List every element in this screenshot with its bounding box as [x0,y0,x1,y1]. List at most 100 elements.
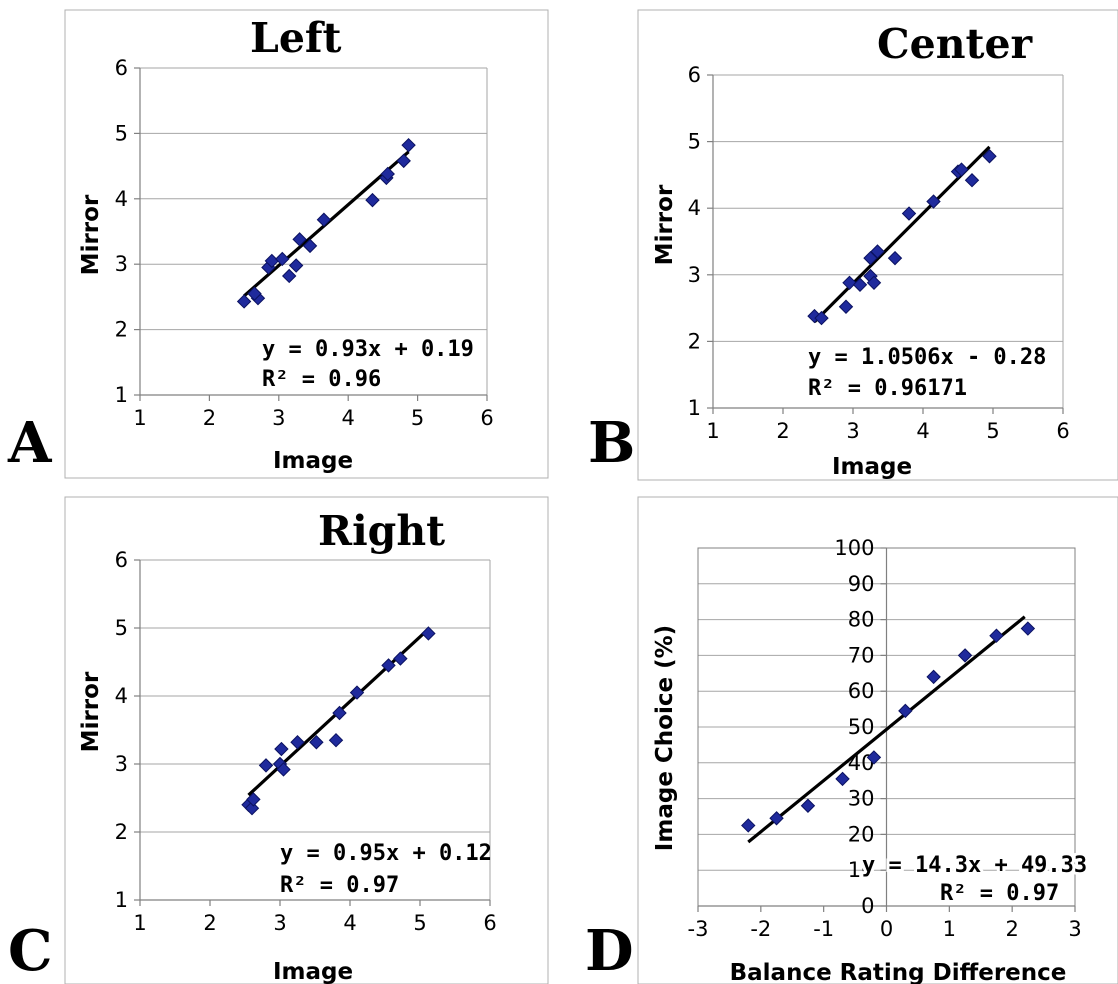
data-point [292,232,307,247]
r-squared-label: R² = 0.97 [280,873,399,898]
data-point [244,800,260,816]
data-point [274,741,289,757]
chart-frame [637,496,1118,984]
data-point [380,166,395,182]
chart-title: Center [877,20,1034,68]
data-point [954,162,969,177]
y-tick-label: 0 [861,894,874,918]
y-tick-label: 6 [115,548,128,572]
x-tick-label: 2 [776,419,789,443]
panel-letter: B [588,410,635,476]
x-tick-label: 4 [342,406,355,430]
y-tick-label: 5 [688,130,701,154]
data-point [835,771,850,787]
data-point [236,294,252,309]
data-point [989,628,1004,643]
chart-panel-c: 1 2 3 4 5 6 1 2 3 4 5 6 Right Image Mirror y = 0.95x + … [8,496,549,984]
x-tick-label: 1 [706,419,719,443]
y-tick-label: 60 [848,679,875,703]
x-axis-title: Image [273,448,353,474]
y-tick-label: 30 [848,787,875,811]
data-point [741,818,756,833]
data-point [964,173,980,188]
y-axis-title: Mirror [78,671,104,752]
r-squared-label: R² = 0.96 [262,367,381,392]
trendline [747,615,1026,844]
data-point [381,658,396,673]
trendline-equation: y = 0.95x + 0.12 [280,841,492,866]
x-tick-label: 6 [480,406,493,430]
y-tick-label: 10 [848,858,875,882]
x-tick-label: 6 [1056,419,1069,443]
trendline-equation: y = 14.3x + 49.33 [862,853,1087,878]
x-tick-label: 1 [943,917,956,941]
y-tick-label: 5 [115,616,128,640]
y-tick-label: 3 [115,252,128,276]
y-tick-label: 4 [688,196,701,220]
y-tick-label: 90 [848,572,875,596]
data-point [838,299,854,314]
data-point [401,137,416,153]
data-point [814,310,829,326]
data-point [396,153,411,169]
x-tick-label: 2 [203,406,216,430]
x-tick-label: 1 [133,406,146,430]
y-tick-label: 100 [834,536,874,560]
x-tick-label: 3 [846,419,859,443]
y-tick-label: 2 [115,820,128,844]
r-squared-label: R² = 0.96171 [808,376,967,401]
x-axis-title: Image [832,454,912,480]
data-point [365,192,380,208]
data-point [887,250,903,266]
y-tick-label: 2 [688,329,701,353]
x-axis-title: Image [273,959,353,984]
y-tick-label: 70 [848,643,875,667]
data-point [800,798,816,813]
y-tick-label: 80 [848,608,875,632]
data-point [870,244,885,259]
data-point [901,206,917,221]
data-point [258,758,274,773]
data-point [866,750,882,765]
x-tick-label: 3 [273,911,286,935]
data-point [898,703,913,719]
data-point [852,277,868,292]
data-point [926,194,941,209]
chart-panel-b: 1 2 3 4 5 6 1 2 3 4 5 6 Center Image Mirror y = 1.0506x… [588,9,1118,481]
x-tick-label: 4 [916,419,929,443]
data-point [288,258,304,273]
x-tick-label: -3 [688,917,709,941]
trendline-equation: y = 0.93x + 0.19 [262,337,474,362]
x-tick-label: 6 [483,911,496,935]
y-tick-label: 4 [115,187,128,211]
data-point [247,286,262,301]
x-tick-label: 0 [880,917,893,941]
data-point [769,811,784,826]
data-point [246,792,261,807]
y-tick-label: 4 [115,684,128,708]
data-point [842,275,857,290]
x-tick-label: 4 [343,911,356,935]
x-tick-label: 5 [986,419,999,443]
y-tick-label: 6 [115,56,128,80]
x-tick-label: 1 [133,911,146,935]
data-point [332,705,347,721]
x-tick-label: -2 [750,917,771,941]
data-point [316,212,332,227]
y-axis-title: Mirror [78,194,104,275]
data-point [282,268,297,284]
x-axis-title: Balance Rating Difference [730,960,1067,984]
chart-title: Left [250,14,342,62]
x-tick-label: 5 [411,406,424,430]
y-axis-title: Mirror [652,184,678,265]
y-tick-label: 5 [115,121,128,145]
y-tick-label: 3 [115,752,128,776]
y-tick-label: 6 [688,63,701,87]
y-tick-label: 3 [688,263,701,287]
data-point [276,762,291,777]
y-tick-label: 50 [848,715,875,739]
y-tick-label: 1 [115,383,128,407]
x-tick-label: 2 [1005,917,1018,941]
x-tick-label: -1 [813,917,834,941]
